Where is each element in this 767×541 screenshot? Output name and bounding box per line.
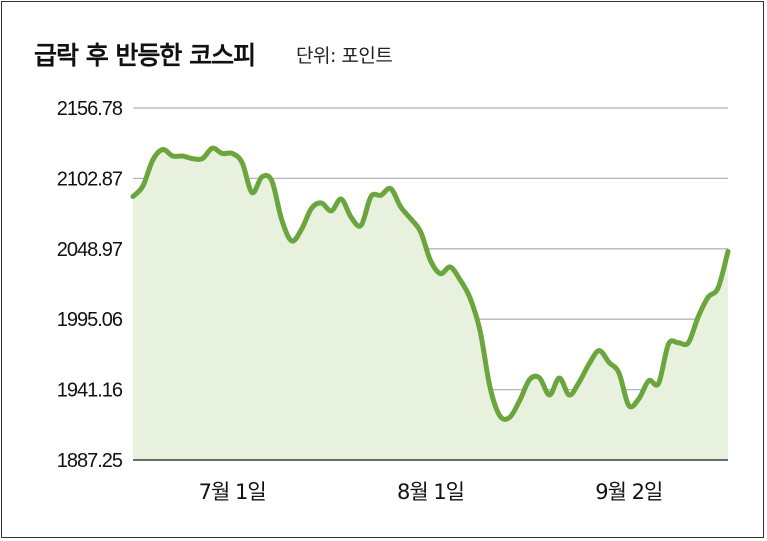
x-tick-label: 7월 1일 — [199, 480, 266, 504]
chart-title: 급락 후 반등한 코스피 — [34, 41, 256, 70]
kospi-line — [130, 145, 731, 422]
y-tick-label: 2102.87 — [57, 168, 123, 190]
x-tick-labels: 7월 1일 8월 1일 9월 2일 — [199, 480, 664, 504]
y-tick-label: 2048.97 — [57, 239, 123, 261]
x-tick-label: 9월 2일 — [595, 480, 662, 504]
area-fill — [133, 148, 728, 461]
x-tick-label: 8월 1일 — [397, 480, 464, 504]
y-tick-label: 1941.16 — [57, 380, 123, 402]
unit-label: 단위: 포인트 — [296, 45, 393, 67]
y-tick-label: 1887.25 — [57, 450, 123, 472]
y-tick-label: 1995.06 — [57, 309, 123, 331]
y-tick-labels: 2156.78 2102.87 2048.97 1995.06 1941.16 1887.… — [57, 98, 124, 472]
y-tick-label: 2156.78 — [57, 98, 123, 120]
